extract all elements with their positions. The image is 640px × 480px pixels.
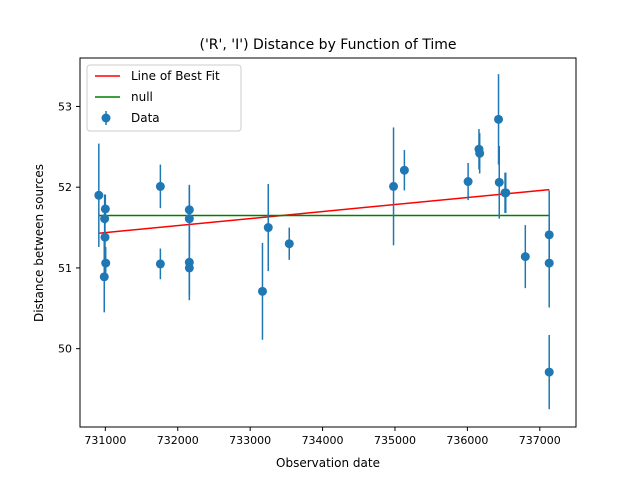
data-point <box>257 286 267 296</box>
x-tick-label: 732000 <box>157 434 199 447</box>
data-point <box>184 263 194 273</box>
x-tick-label: 733000 <box>229 434 271 447</box>
data-point <box>101 258 111 268</box>
data-point <box>184 214 194 224</box>
data-point <box>544 258 554 268</box>
x-axis-label: Observation date <box>276 456 380 470</box>
data-point <box>99 272 109 282</box>
y-axis-ticks: 50 51 52 53 <box>58 100 80 356</box>
series-layer <box>94 74 554 410</box>
x-tick-label: 737000 <box>519 434 561 447</box>
data-point <box>544 230 554 240</box>
y-tick-label: 50 <box>58 343 72 356</box>
data-point <box>501 188 511 198</box>
y-tick-label: 53 <box>58 100 72 113</box>
plot-frame <box>79 57 577 428</box>
data-point <box>100 204 110 214</box>
best-fit-line <box>98 188 550 234</box>
data-point <box>389 181 399 191</box>
legend-data-marker <box>101 113 111 123</box>
data-point <box>155 259 165 269</box>
x-tick-label: 734000 <box>302 434 344 447</box>
data-point <box>475 148 485 158</box>
y-tick-label: 52 <box>58 181 72 194</box>
data-point <box>494 114 504 124</box>
data-point <box>100 214 110 224</box>
data-point <box>184 205 194 215</box>
data-point <box>463 177 473 187</box>
legend: Line of Best Fit null Data <box>86 64 242 132</box>
data-point <box>399 165 409 175</box>
x-tick-label: 731000 <box>84 434 126 447</box>
y-tick-label: 51 <box>58 262 72 275</box>
x-tick-label: 736000 <box>446 434 488 447</box>
legend-data-label: Data <box>131 111 160 125</box>
data-point <box>263 223 273 233</box>
x-tick-label: 735000 <box>374 434 416 447</box>
data-point <box>100 232 110 242</box>
chart-title: ('R', 'I') Distance by Function of Time <box>199 37 456 53</box>
y-axis-label: Distance between sources <box>32 164 46 322</box>
data-point <box>94 190 104 200</box>
legend-fit-label: Line of Best Fit <box>131 69 220 83</box>
data-point <box>155 181 165 191</box>
data-point <box>494 177 504 187</box>
data-point <box>520 252 530 262</box>
data-point <box>544 367 554 377</box>
legend-null-label: null <box>131 90 153 104</box>
x-axis-ticks: 731000 732000 733000 734000 735000 736000 7370… <box>84 427 561 447</box>
legend-box <box>86 64 242 132</box>
data-point <box>284 239 294 249</box>
